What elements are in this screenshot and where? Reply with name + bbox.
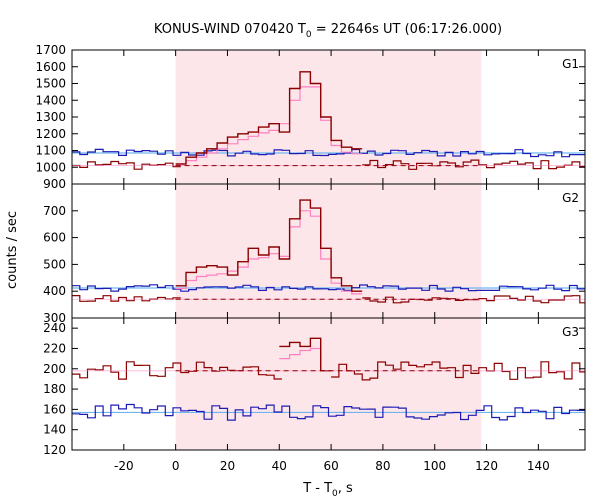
panel-label: G3 bbox=[562, 325, 579, 339]
burst-red-line bbox=[175, 199, 363, 292]
y-tick-label: 1500 bbox=[35, 77, 66, 91]
chart-title: KONUS-WIND 070420 T0 = 22646s UT (06:17:… bbox=[154, 22, 502, 40]
y-tick-label: 1300 bbox=[35, 110, 66, 124]
panel-label: G2 bbox=[562, 191, 579, 205]
x-tick-label: 40 bbox=[272, 459, 287, 473]
x-tick-label: 0 bbox=[172, 459, 180, 473]
y-tick-label: 160 bbox=[43, 402, 66, 416]
y-tick-label: 900 bbox=[43, 177, 66, 191]
y-tick-label: 1700 bbox=[35, 43, 66, 57]
panels-group: 90010001100120013001400150016001700G1300… bbox=[35, 43, 586, 473]
panel-g3: 120 140 160 180 200 220 240 G3 bbox=[43, 317, 586, 457]
y-tick-label: 1600 bbox=[35, 60, 66, 74]
y-tick-label: 1000 bbox=[35, 160, 66, 174]
burst-interval-shading bbox=[175, 318, 482, 450]
y-tick-label: 180 bbox=[43, 382, 66, 396]
y-axis-label: counts / sec bbox=[5, 211, 20, 289]
y-tick-label: 700 bbox=[43, 204, 66, 218]
red-series-line bbox=[72, 361, 282, 380]
red-series-line bbox=[72, 295, 181, 302]
x-tick-label: 140 bbox=[527, 459, 550, 473]
burst-interval-shading bbox=[175, 184, 482, 318]
y-tick-label: 400 bbox=[43, 284, 66, 298]
y-tick-label: 240 bbox=[43, 321, 66, 335]
blue-series-line bbox=[72, 284, 585, 292]
red-series-line bbox=[362, 295, 585, 304]
y-tick-label: 140 bbox=[43, 423, 66, 437]
y-tick-label: 120 bbox=[43, 443, 66, 457]
panel-g1: 900 1000 1100 1200 1300 1400 1500 1600 1700 G1 bbox=[35, 43, 586, 191]
panel-label: G1 bbox=[562, 57, 579, 71]
x-tick-label: 80 bbox=[375, 459, 390, 473]
red-series-line bbox=[331, 361, 585, 381]
blue-series-line bbox=[72, 403, 585, 421]
y-tick-label: 200 bbox=[43, 362, 66, 376]
y-tick-label: 500 bbox=[43, 257, 66, 271]
red-series-line bbox=[362, 159, 585, 170]
y-tick-label: 1400 bbox=[35, 93, 66, 107]
panel-frame bbox=[71, 317, 586, 451]
panel-g2: 300 400 500 600 700 G2 bbox=[43, 183, 586, 325]
x-tick-label: 60 bbox=[323, 459, 338, 473]
y-tick-label: 220 bbox=[43, 341, 66, 355]
burst-red-line bbox=[279, 337, 332, 372]
red-series-line bbox=[72, 160, 181, 170]
x-tick-label: 120 bbox=[475, 459, 498, 473]
burst-red-line bbox=[175, 71, 363, 165]
y-tick-label: 600 bbox=[43, 231, 66, 245]
x-tick-label: -20 bbox=[114, 459, 134, 473]
x-axis-label: T - T0, s bbox=[302, 481, 353, 499]
x-tick-label: 20 bbox=[220, 459, 235, 473]
blue-series-line bbox=[72, 148, 585, 158]
y-tick-label: 1200 bbox=[35, 127, 66, 141]
y-tick-label: 300 bbox=[43, 311, 66, 325]
x-tick-label: 100 bbox=[423, 459, 446, 473]
y-tick-label: 1100 bbox=[35, 144, 66, 158]
